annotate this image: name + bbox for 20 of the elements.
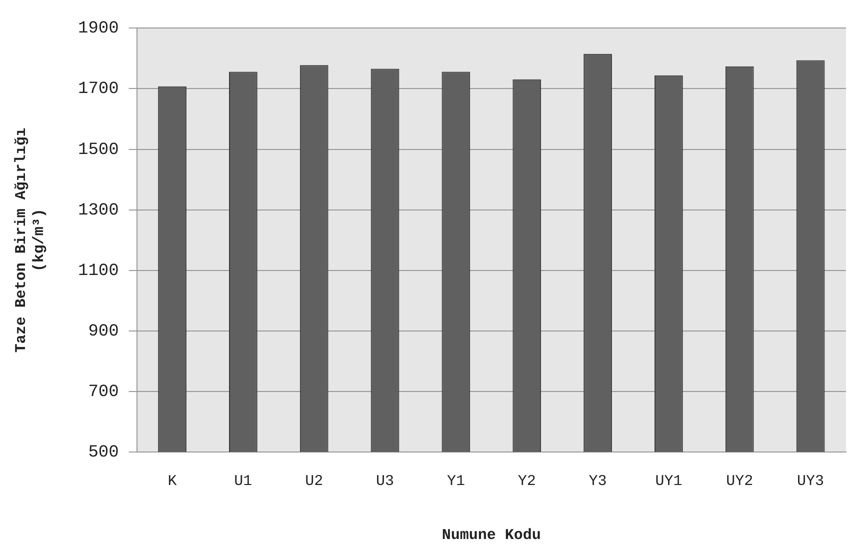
y-tick-label: 900	[88, 322, 119, 342]
x-tick-label: U2	[305, 472, 324, 490]
x-axis-title: Numune Kodu	[442, 526, 541, 544]
x-tick-label: U1	[234, 472, 252, 490]
y-tick-label: 1100	[78, 262, 119, 281]
y-tick-label: 1700	[78, 80, 119, 100]
y-tick-label: 700	[88, 382, 119, 402]
y-tick-label: 1300	[78, 201, 119, 220]
x-tick-label: Y1	[446, 472, 465, 490]
x-tick-label: UY2	[726, 472, 754, 490]
x-tick-label: Y2	[518, 472, 536, 490]
x-tick-label: Y3	[588, 472, 607, 490]
y-axis-title: Taze Beton Birim Ağırlığı (kg/m³)	[12, 128, 48, 353]
x-tick-label: U3	[376, 472, 394, 490]
x-tick-label: UY3	[797, 472, 824, 490]
x-tick-label: K	[168, 472, 177, 490]
y-tick-label: 1900	[78, 20, 119, 39]
y-tick-label: 1500	[78, 140, 119, 160]
x-tick-label: UY1	[655, 472, 682, 490]
y-tick-label: 500	[88, 444, 119, 462]
